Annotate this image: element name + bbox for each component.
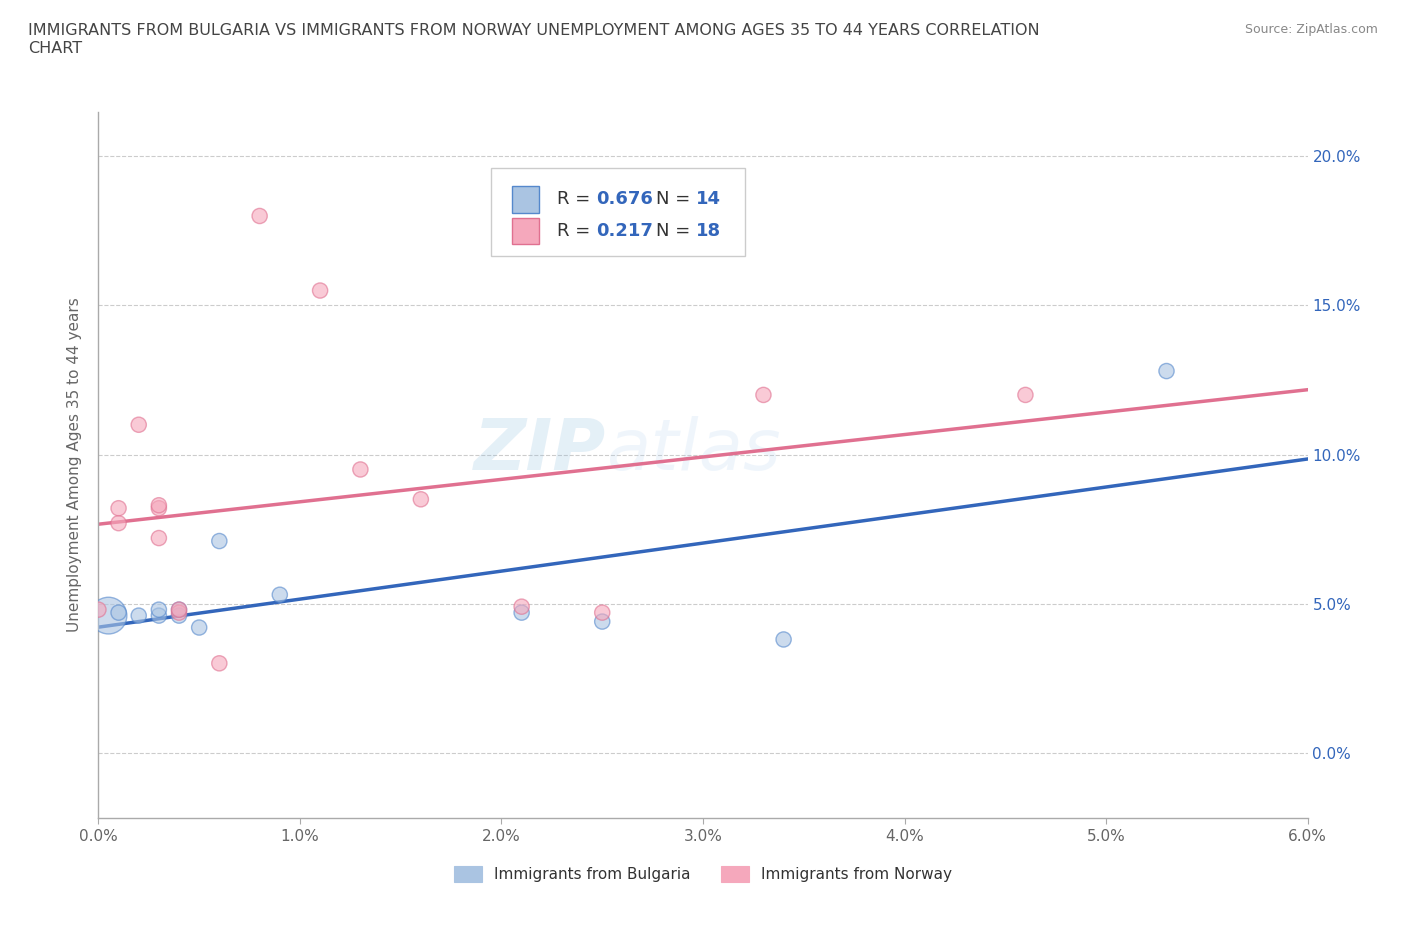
Point [167, 603, 190, 618]
Text: 14: 14 [696, 191, 721, 208]
Point [1156, 364, 1178, 379]
Point [349, 462, 371, 477]
FancyBboxPatch shape [512, 218, 538, 245]
Point [128, 608, 150, 623]
Point [1014, 388, 1036, 403]
Point [208, 656, 231, 671]
Point [148, 500, 170, 515]
Text: 0.676: 0.676 [596, 191, 654, 208]
Text: ZIP: ZIP [474, 417, 606, 485]
Text: R =: R = [557, 191, 596, 208]
Point [87, 603, 110, 618]
Text: IMMIGRANTS FROM BULGARIA VS IMMIGRANTS FROM NORWAY UNEMPLOYMENT AMONG AGES 35 TO: IMMIGRANTS FROM BULGARIA VS IMMIGRANTS F… [28, 23, 1040, 56]
Point [752, 388, 775, 403]
Text: N =: N = [655, 222, 696, 240]
Legend: Immigrants from Bulgaria, Immigrants from Norway: Immigrants from Bulgaria, Immigrants fro… [449, 860, 957, 888]
Point [772, 632, 794, 647]
Point [309, 283, 332, 298]
Point [249, 208, 271, 223]
Point [128, 418, 150, 432]
Text: 0.217: 0.217 [596, 222, 654, 240]
Point [510, 599, 533, 614]
FancyBboxPatch shape [512, 186, 538, 213]
FancyBboxPatch shape [492, 168, 745, 257]
Point [148, 498, 170, 512]
Point [208, 534, 231, 549]
Point [409, 492, 432, 507]
Point [269, 587, 291, 602]
Point [148, 531, 170, 546]
Text: R =: R = [557, 222, 596, 240]
Point [510, 605, 533, 620]
Point [107, 605, 129, 620]
Point [167, 605, 190, 620]
Point [97, 608, 120, 623]
Point [107, 500, 129, 515]
Point [148, 603, 170, 618]
Point [167, 603, 190, 618]
Text: 18: 18 [696, 222, 721, 240]
Point [148, 608, 170, 623]
Point [107, 516, 129, 531]
Text: atlas: atlas [606, 417, 780, 485]
Point [188, 620, 211, 635]
Text: N =: N = [655, 191, 696, 208]
Y-axis label: Unemployment Among Ages 35 to 44 years: Unemployment Among Ages 35 to 44 years [67, 298, 83, 632]
Point [591, 614, 613, 629]
Text: Source: ZipAtlas.com: Source: ZipAtlas.com [1244, 23, 1378, 36]
Point [591, 605, 613, 620]
Point [167, 608, 190, 623]
